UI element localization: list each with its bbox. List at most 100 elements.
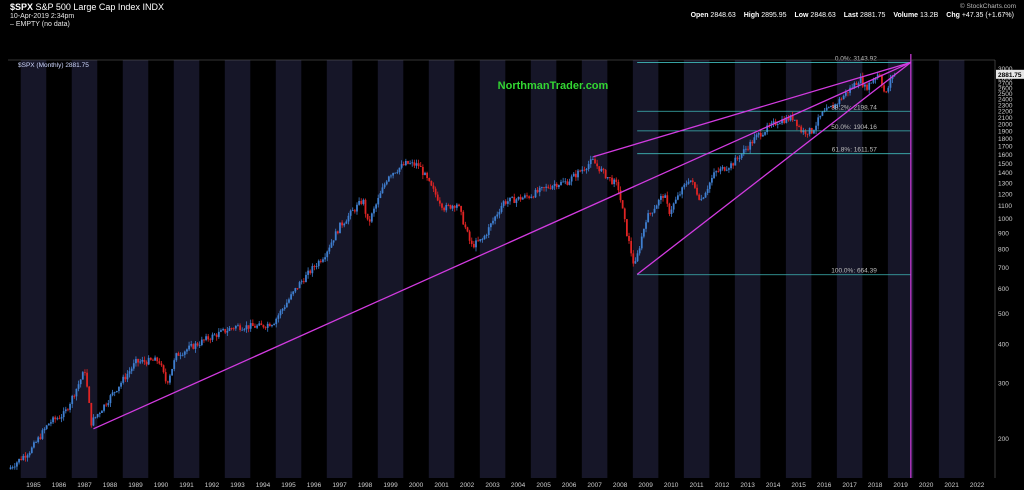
candle-body [608,177,611,178]
fib-label: 0.0%: 3143.92 [835,55,877,62]
candle-body [45,425,48,429]
candle-body [738,157,741,159]
candle-body [594,159,596,164]
candle-body [145,361,148,365]
candle-body [579,170,582,172]
quote-bar: Open 2848.63 High 2895.95 Low 2848.63 La… [691,11,1014,20]
candle-body [711,178,713,183]
candle-body [713,172,715,179]
candle-body [687,181,690,184]
watermark: NorthmanTrader.com [498,80,609,92]
candle-body [859,76,862,84]
candle-body [625,219,628,236]
candle-body [373,208,375,214]
candle-body [77,384,80,389]
year-stripe [224,60,251,478]
candle-body [166,381,169,383]
candle-body [130,368,133,372]
candle-body [679,194,681,196]
x-tick-label: 2015 [791,482,806,489]
candle-body [171,368,173,376]
candle-body [653,208,656,213]
candle-body [237,325,239,327]
x-tick-label: 1987 [77,482,92,489]
candle-body [543,187,545,188]
trendline [93,61,912,430]
candle-body [657,199,660,206]
candle-body [277,315,280,319]
volume-value: 13.2B [920,12,939,19]
candle-body [455,204,458,208]
candle-body [128,371,131,374]
candle-body [551,185,554,189]
candle-body [203,339,205,341]
candle-body [830,105,832,108]
candle-body [177,353,180,356]
candle-body [432,185,435,189]
candle-body [723,167,726,171]
candle-body [194,343,197,349]
candle-body [351,210,354,212]
candle-body [819,115,822,118]
y-tick-label: 2400 [998,97,1013,104]
y-tick-label: 200 [998,436,1009,443]
candle-body [22,455,25,460]
y-tick-label: 1100 [998,203,1012,210]
candle-body [787,117,790,121]
candle-body [347,215,350,222]
candle-body [691,180,694,183]
candle-body [135,358,137,364]
candle-body [496,214,499,217]
candle-body [266,323,269,328]
high-label: High [743,12,760,19]
candle-body [300,281,303,283]
fibonacci-levels: 0.0%: 3143.92 38.2%: 2198.74 50.0%: 1904.1… [637,55,911,276]
candle-body [779,123,781,125]
candle-body [362,199,365,204]
x-tick-label: 1992 [205,482,220,489]
y-tick-label: 1300 [998,180,1013,187]
candle-body [190,344,193,346]
candle-body [94,416,97,418]
candle-body [458,204,460,207]
candle-body [387,176,390,182]
x-tick-label: 2001 [434,482,449,489]
candle-body [759,132,762,137]
candle-body [428,177,431,181]
candle-body [538,187,541,193]
candle-body [169,375,171,383]
candle-body [834,104,837,109]
candle-body [585,169,588,170]
candle-body [670,209,673,214]
candle-body [107,403,110,406]
candle-body [298,282,301,289]
candle-body [254,325,256,328]
candle-body [315,266,318,268]
candle-body [523,195,526,198]
y-tick-label: 400 [998,341,1009,348]
x-tick-label: 2000 [409,482,424,489]
candle-body [619,190,622,201]
x-tick-label: 2011 [690,482,704,489]
y-tick-label: 2200 [998,108,1013,115]
candle-body [889,78,892,88]
candle-body [562,181,565,183]
candle-body [120,382,122,387]
candle-body [368,219,371,222]
candle-body [56,418,59,420]
candle-body [689,180,692,182]
candle-body [305,274,307,283]
candle-body [283,307,286,310]
candle-body [555,183,558,188]
candle-body [498,211,501,215]
x-tick-label: 2008 [613,482,628,489]
candle-body [747,148,749,150]
candle-body [466,227,469,232]
candle-body [262,325,265,328]
candle-body [309,270,312,274]
ticker-symbol: $SPX [10,2,34,12]
candle-body [271,325,273,327]
year-stripe [734,60,761,478]
x-tick-label: 1988 [103,482,118,489]
